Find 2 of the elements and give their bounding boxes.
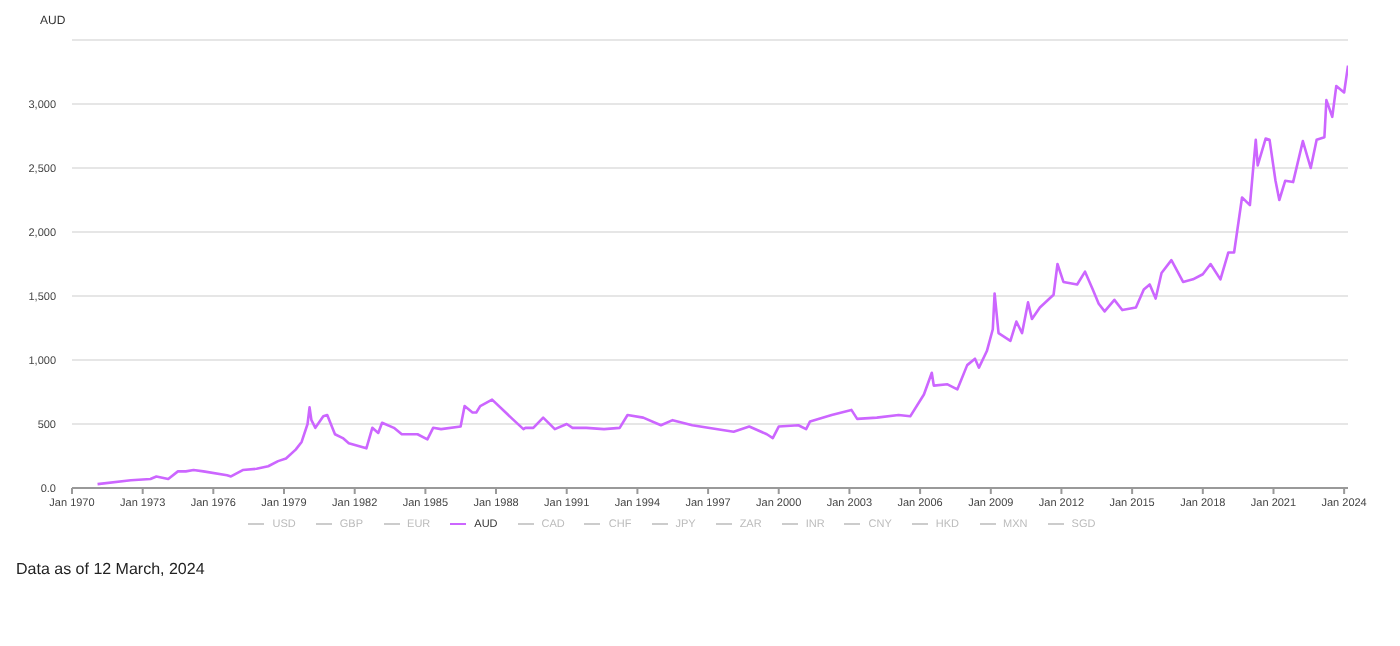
text: Data as of 12 March, 2024 [16,560,207,578]
line-series [96,64,1348,486]
